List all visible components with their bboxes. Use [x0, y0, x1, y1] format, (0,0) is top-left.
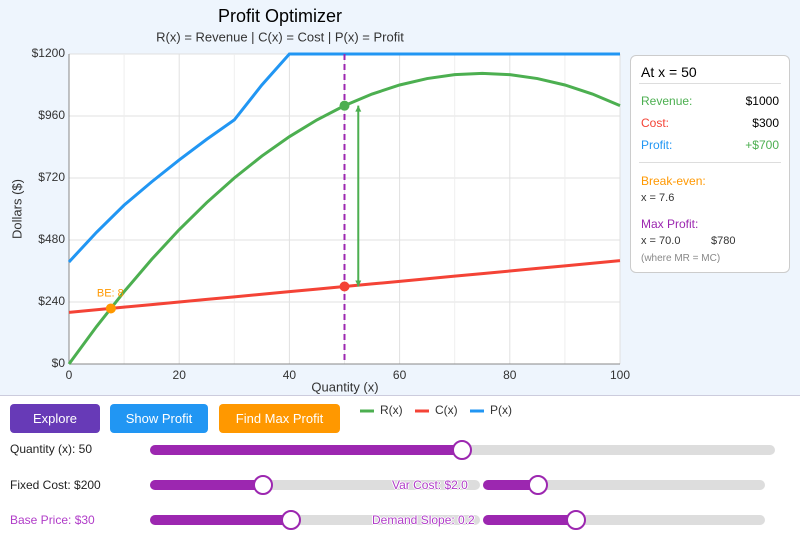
point	[339, 100, 350, 111]
arrow-head	[355, 105, 362, 112]
slider-label: Base Price: $30	[10, 513, 95, 527]
slider-label: Demand Slope: 0.2	[372, 513, 475, 527]
y-tick-label: $240	[38, 294, 65, 308]
row-value: $300	[752, 116, 779, 130]
x-axis-label: Quantity (x)	[311, 379, 378, 394]
legend-label: R(x)	[380, 403, 403, 417]
slider-fill	[483, 480, 538, 490]
slider-fill	[150, 515, 291, 525]
break-even-label: BE: 8	[97, 287, 124, 299]
slider-thumb[interactable]	[281, 510, 301, 530]
y-tick-label: $0	[52, 356, 66, 370]
show-profit-button[interactable]: Show Profit	[110, 404, 208, 433]
slider-fill	[150, 480, 263, 490]
info-panel: At x = 50 Revenue: $1000 Cost: $300 Prof…	[630, 55, 790, 273]
row-label: Revenue:	[641, 94, 693, 108]
y-tick-label: $960	[38, 108, 65, 122]
legend-label: C(x)	[435, 403, 458, 417]
panel-title: At x = 50	[641, 64, 697, 80]
y-tick-label: $720	[38, 170, 65, 184]
chart-title: Profit Optimizer	[218, 6, 342, 26]
slider-label: Quantity (x): 50	[10, 442, 93, 456]
chart-subtitle: R(x) = Revenue | C(x) = Cost | P(x) = Pr…	[156, 29, 404, 44]
arrow-head	[355, 280, 362, 287]
find-max-button[interactable]: Find Max Profit	[219, 404, 340, 433]
demand-slope-slider[interactable]	[483, 510, 765, 530]
max-profit-label: Max Profit:	[641, 217, 699, 231]
slider-thumb[interactable]	[253, 475, 273, 495]
x-tick-label: 20	[173, 368, 187, 382]
slider-thumb[interactable]	[566, 510, 586, 530]
legend-label: P(x)	[490, 403, 512, 417]
x-tick-label: 0	[66, 368, 73, 382]
slider-thumb[interactable]	[528, 475, 548, 495]
base-price-slider[interactable]	[150, 510, 480, 530]
break-even-label: Break-even:	[641, 174, 706, 188]
slider-label: Var Cost: $2.0	[392, 478, 468, 492]
max-profit-x: x = 70.0	[641, 235, 681, 247]
divider	[639, 162, 781, 163]
point	[339, 281, 350, 292]
row-value: $1000	[745, 94, 779, 108]
break-even-value: x = 7.6	[641, 192, 675, 204]
slider-label: Fixed Cost: $200	[10, 478, 101, 492]
chart: Profit Optimizer R(x) = Revenue | C(x) =…	[9, 6, 630, 417]
slider-fill	[150, 445, 462, 455]
max-profit-note: (where MR = MC)	[641, 253, 721, 264]
y-tick-label: $1200	[32, 46, 66, 60]
x-tick-label: 60	[393, 368, 407, 382]
fixed-cost-slider[interactable]	[150, 475, 480, 495]
point	[105, 303, 116, 314]
max-profit-value: $780	[711, 235, 736, 247]
divider	[639, 83, 781, 84]
row-label: Profit:	[641, 138, 673, 152]
quantity-slider[interactable]	[150, 440, 775, 460]
x-tick-label: 100	[610, 368, 630, 382]
row-value: +$700	[745, 138, 779, 152]
slider-thumb[interactable]	[452, 440, 472, 460]
explore-button[interactable]: Explore	[10, 404, 100, 433]
var-cost-slider[interactable]	[483, 475, 765, 495]
row-label: Cost:	[641, 116, 670, 130]
slider-fill	[483, 515, 576, 525]
y-tick-label: $480	[38, 232, 65, 246]
x-tick-label: 40	[283, 368, 297, 382]
x-tick-label: 80	[503, 368, 517, 382]
y-axis-label: Dollars ($)	[9, 179, 24, 239]
